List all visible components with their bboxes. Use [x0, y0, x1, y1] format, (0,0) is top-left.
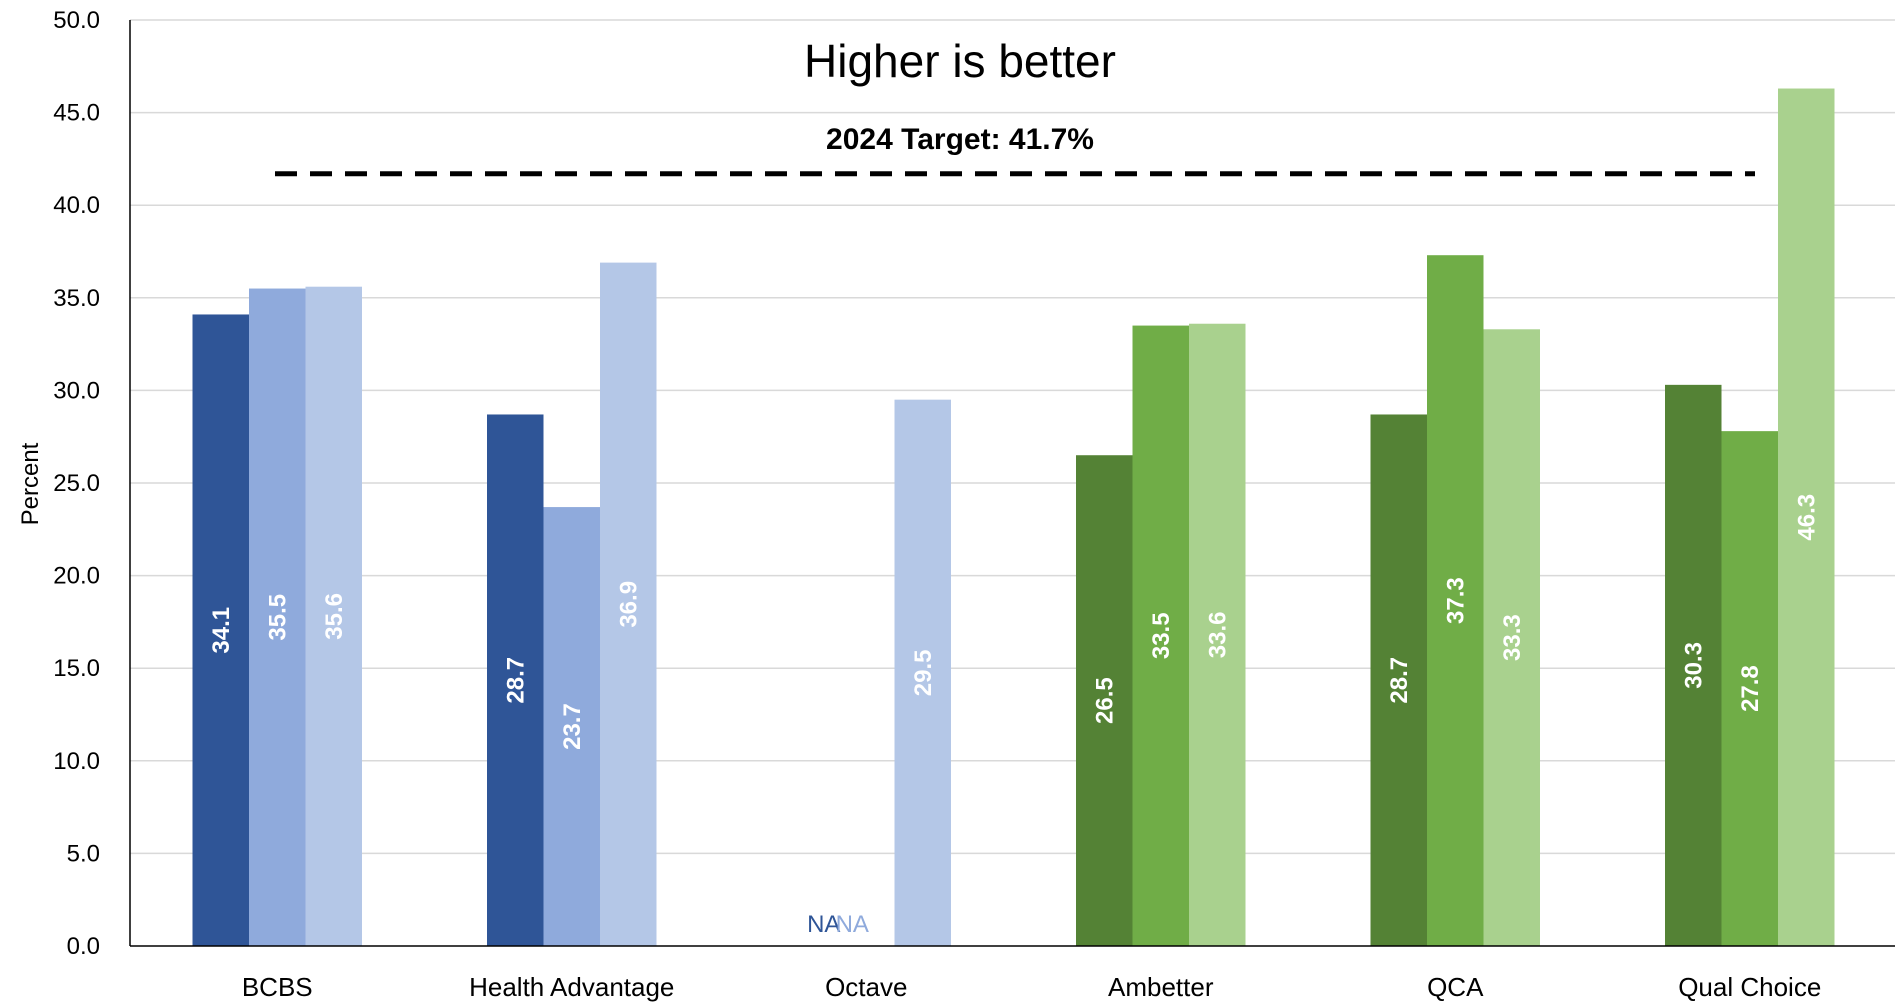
- y-tick-label: 30.0: [53, 377, 100, 404]
- data-label: 37.3: [1442, 577, 1469, 624]
- bar: [1483, 329, 1540, 946]
- x-tick-label: Qual Choice: [1678, 972, 1821, 1002]
- bar: [1132, 325, 1189, 947]
- bar: [543, 507, 600, 946]
- data-label: 30.3: [1680, 642, 1707, 689]
- bar: [894, 399, 951, 946]
- y-tick-label: 20.0: [53, 563, 100, 590]
- bar: [1189, 323, 1246, 946]
- chart-text: Percent Higher is better 2024 Target: 41…: [17, 35, 1116, 525]
- bar: [305, 286, 362, 946]
- bar: [1370, 414, 1427, 946]
- data-label: 36.9: [615, 581, 642, 628]
- y-tick-label: 10.0: [53, 748, 100, 775]
- data-label: 34.1: [208, 607, 235, 654]
- bar: [487, 414, 544, 946]
- target-label: 2024 Target: 41.7%: [826, 123, 1094, 156]
- y-tick-label: 5.0: [67, 840, 100, 867]
- data-label: 33.5: [1148, 612, 1175, 659]
- x-tick-label: Health Advantage: [469, 972, 674, 1002]
- data-label: 23.7: [559, 703, 586, 750]
- y-tick-label: 50.0: [53, 7, 100, 34]
- data-label: 28.7: [502, 657, 529, 704]
- x-tick-label: BCBS: [242, 972, 313, 1002]
- y-axis-title: Percent: [17, 442, 44, 525]
- bar: [192, 314, 249, 946]
- bar: [1427, 255, 1484, 947]
- bar: [1721, 431, 1778, 946]
- data-label: 28.7: [1386, 657, 1413, 704]
- y-tick-label: 0.0: [67, 933, 100, 960]
- x-tick-label: Octave: [825, 972, 907, 1002]
- y-tick-label: 45.0: [53, 100, 100, 127]
- bar: [1778, 88, 1835, 947]
- data-label: 29.5: [910, 649, 937, 696]
- y-tick-label: 35.0: [53, 285, 100, 312]
- y-tick-label: 15.0: [53, 655, 100, 682]
- data-label: 46.3: [1793, 494, 1820, 541]
- bar: [249, 288, 306, 946]
- y-tick-label: 25.0: [53, 470, 100, 497]
- data-label: 33.6: [1204, 612, 1231, 659]
- data-label: 35.5: [264, 594, 291, 641]
- na-label: NA: [836, 911, 869, 938]
- data-label: 33.3: [1499, 614, 1526, 661]
- data-label: 35.6: [321, 593, 348, 640]
- x-tick-label: QCA: [1427, 972, 1484, 1002]
- axes: 0.0 5.0 10.0 15.0 20.0 25.0 30.0 35.0 40.0 45.0 50…: [53, 7, 1895, 1002]
- gridlines: [130, 19, 1895, 855]
- data-label: 26.5: [1091, 677, 1118, 724]
- bar: [600, 262, 657, 946]
- na-label: NA: [807, 911, 840, 938]
- y-tick-label: 40.0: [53, 192, 100, 219]
- bar: [1076, 455, 1133, 946]
- annotation-higher-is-better: Higher is better: [804, 35, 1116, 87]
- bar: [1665, 384, 1722, 946]
- x-tick-label: Ambetter: [1108, 972, 1214, 1002]
- data-label: 27.8: [1737, 665, 1764, 712]
